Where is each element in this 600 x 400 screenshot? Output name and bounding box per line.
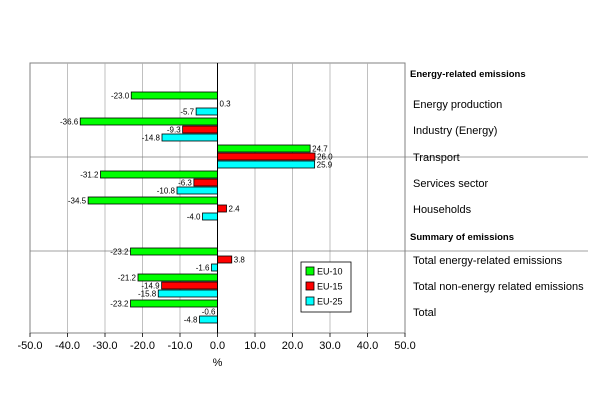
bar-eu-10 (130, 91, 218, 100)
x-tick-label: 0.0 (210, 340, 225, 352)
legend-swatch (305, 296, 315, 306)
data-label: 24.7 (312, 145, 328, 154)
data-label: -36.6 (60, 118, 79, 127)
x-tick-label: -20.0 (130, 340, 155, 352)
data-label: -15.8 (138, 290, 157, 299)
section-title: Summary of emissions (410, 232, 514, 243)
x-tick-labels: -50.0 -40.0 -30.0 -20.0 -10.0 0.0 10.0 20.0 30.0… (17, 333, 416, 352)
bar-eu-25 (211, 263, 218, 272)
data-labels: -23.0-36.624.7-31.2-34.5-23.2-21.2-23.2-… (60, 92, 333, 325)
data-label: -23.0 (111, 92, 130, 101)
bar-eu-10 (217, 144, 311, 153)
bar-eu-15 (217, 152, 316, 161)
legend-label: EU-25 (317, 297, 343, 307)
category-label: Households (413, 204, 472, 216)
bar-eu-25 (217, 160, 316, 169)
data-label: -14.9 (141, 282, 160, 291)
legend-label: EU-15 (317, 282, 343, 292)
category-label: Industry (Energy) (413, 125, 497, 137)
data-label: -23.2 (110, 300, 129, 309)
data-label: -34.5 (68, 197, 87, 206)
x-tick-label: -30.0 (92, 340, 117, 352)
bar-eu-25 (199, 315, 218, 324)
legend: EU-10 EU-15 EU-25 (300, 261, 352, 313)
data-label: -4.8 (184, 316, 198, 325)
bar-eu-15 (217, 255, 233, 264)
x-tick-label: 10.0 (244, 340, 265, 352)
data-label: -21.2 (118, 274, 137, 283)
bar-eu-10 (137, 273, 218, 282)
category-label: Services sector (413, 178, 489, 190)
bar-eu-25 (202, 212, 218, 221)
x-axis-label: % (213, 357, 223, 369)
bars (79, 91, 316, 324)
section-title: Energy-related emissions (410, 69, 526, 80)
bar-eu-10 (79, 117, 218, 126)
bar-eu-10 (130, 247, 218, 256)
x-tick-label: -10.0 (167, 340, 192, 352)
x-tick-label: 50.0 (394, 340, 415, 352)
category-label: Total energy-related emissions (413, 255, 563, 267)
bar-eu-15 (161, 281, 218, 290)
bar-eu-25 (161, 133, 218, 142)
bar-eu-25 (157, 289, 218, 298)
x-tick-label: -50.0 (17, 340, 42, 352)
data-label: -10.8 (157, 187, 176, 196)
category-label: Transport (413, 152, 460, 164)
data-label: 26.0 (317, 153, 333, 162)
legend-swatch (305, 266, 315, 276)
category-label: Total non-energy related emissions (413, 281, 584, 293)
legend-swatch (305, 281, 315, 291)
bar-eu-10 (130, 299, 218, 308)
data-label: -31.2 (80, 171, 99, 180)
bar-eu-10 (87, 196, 218, 205)
data-label: -1.6 (196, 264, 210, 273)
bar-eu-25 (176, 186, 218, 195)
data-label: -4.0 (187, 213, 201, 222)
data-label: -9.3 (167, 126, 181, 135)
legend-label: EU-10 (317, 267, 343, 277)
x-tick-label: 30.0 (319, 340, 340, 352)
data-label: -14.8 (142, 134, 161, 143)
bar-eu-25 (195, 107, 218, 116)
bar-eu-15 (193, 178, 218, 187)
data-label: 3.8 (234, 256, 246, 265)
data-label: -6.3 (178, 179, 192, 188)
category-labels: Energy production Industry (Energy) Transp… (413, 99, 584, 319)
x-tick-label: 20.0 (282, 340, 303, 352)
category-label: Energy production (413, 99, 502, 111)
data-label: -23.2 (110, 248, 129, 257)
data-label: -5.7 (180, 108, 194, 117)
data-label: 0.3 (220, 100, 232, 109)
data-label: -0.6 (202, 308, 216, 317)
category-label: Total (413, 307, 436, 319)
bar-eu-15 (217, 204, 227, 213)
x-tick-label: -40.0 (55, 340, 80, 352)
data-label: 2.4 (229, 205, 241, 214)
bar-eu-10 (100, 170, 218, 179)
data-label: 25.9 (317, 161, 333, 170)
bar-eu-15 (182, 125, 218, 134)
section-titles: Energy-related emissions Summary of emiss… (410, 69, 526, 243)
x-tick-label: 40.0 (357, 340, 378, 352)
